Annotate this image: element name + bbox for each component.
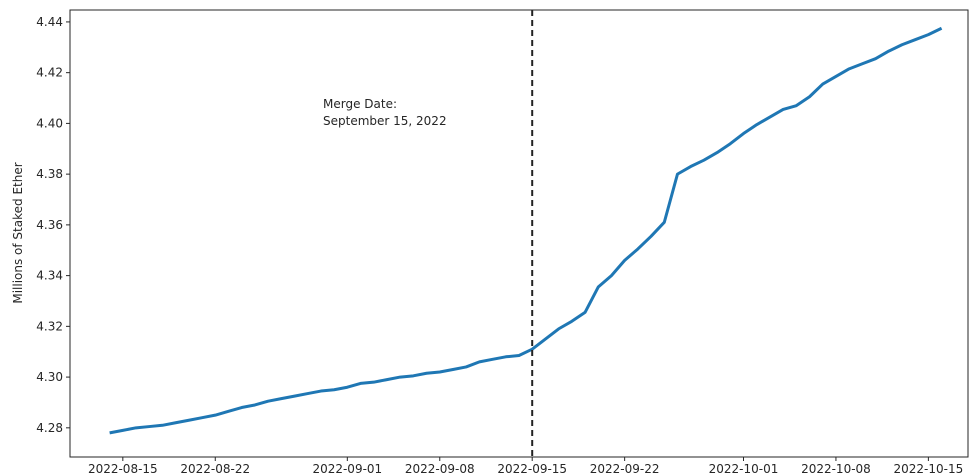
x-tick-label: 2022-09-01 (312, 462, 382, 476)
plot-frame (69, 9, 969, 458)
y-tick-label: 4.28 (36, 421, 63, 435)
y-tick-label: 4.32 (36, 319, 63, 333)
x-tick-label: 2022-10-01 (709, 462, 779, 476)
y-tick-label: 4.40 (36, 116, 63, 130)
x-tick-label: 2022-09-22 (590, 462, 660, 476)
y-tick-label: 4.44 (36, 15, 63, 29)
annotation-line: Merge Date: (323, 97, 397, 111)
y-tick-label: 4.30 (36, 370, 63, 384)
y-tick-label: 4.38 (36, 167, 63, 181)
x-tick-label: 2022-09-08 (405, 462, 475, 476)
x-tick-label: 2022-09-15 (497, 462, 567, 476)
x-tick-label: 2022-10-08 (801, 462, 871, 476)
x-tick-label: 2022-08-15 (88, 462, 158, 476)
x-tick-label: 2022-10-15 (894, 462, 964, 476)
annotation-line: September 15, 2022 (323, 114, 447, 128)
y-tick-label: 4.42 (36, 66, 63, 80)
y-tick-label: 4.34 (36, 269, 63, 283)
data-line (109, 26, 943, 435)
y-axis-label: Millions of Staked Ether (11, 162, 25, 303)
y-tick-label: 4.36 (36, 218, 63, 232)
x-tick-label: 2022-08-22 (180, 462, 250, 476)
